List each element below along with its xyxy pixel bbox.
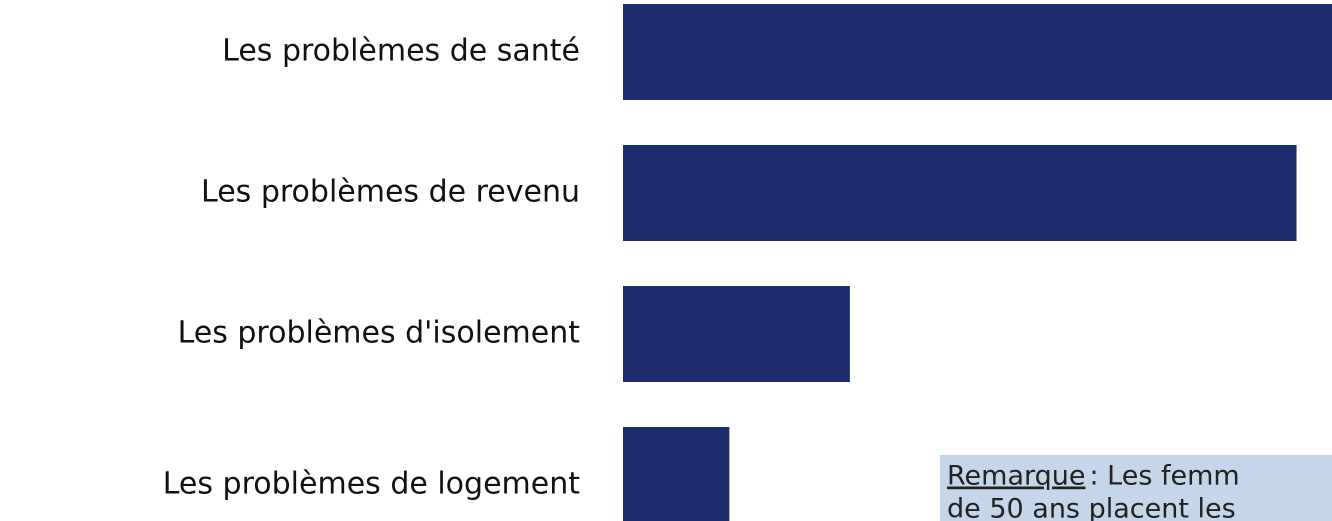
bar bbox=[623, 427, 730, 521]
note-text: de 50 ans placent les bbox=[947, 494, 1236, 521]
category-label: Les problèmes de revenu bbox=[201, 175, 580, 210]
category-label: Les problèmes de santé bbox=[222, 34, 580, 69]
bar bbox=[623, 145, 1297, 241]
category-label: Les problèmes d'isolement bbox=[178, 316, 581, 351]
note-box bbox=[940, 455, 1332, 521]
bar bbox=[623, 4, 1332, 100]
note-label: Remarque bbox=[947, 461, 1086, 492]
note-text: : Les femm bbox=[1090, 461, 1240, 492]
bar bbox=[623, 286, 850, 382]
category-label: Les problèmes de logement bbox=[163, 467, 580, 502]
